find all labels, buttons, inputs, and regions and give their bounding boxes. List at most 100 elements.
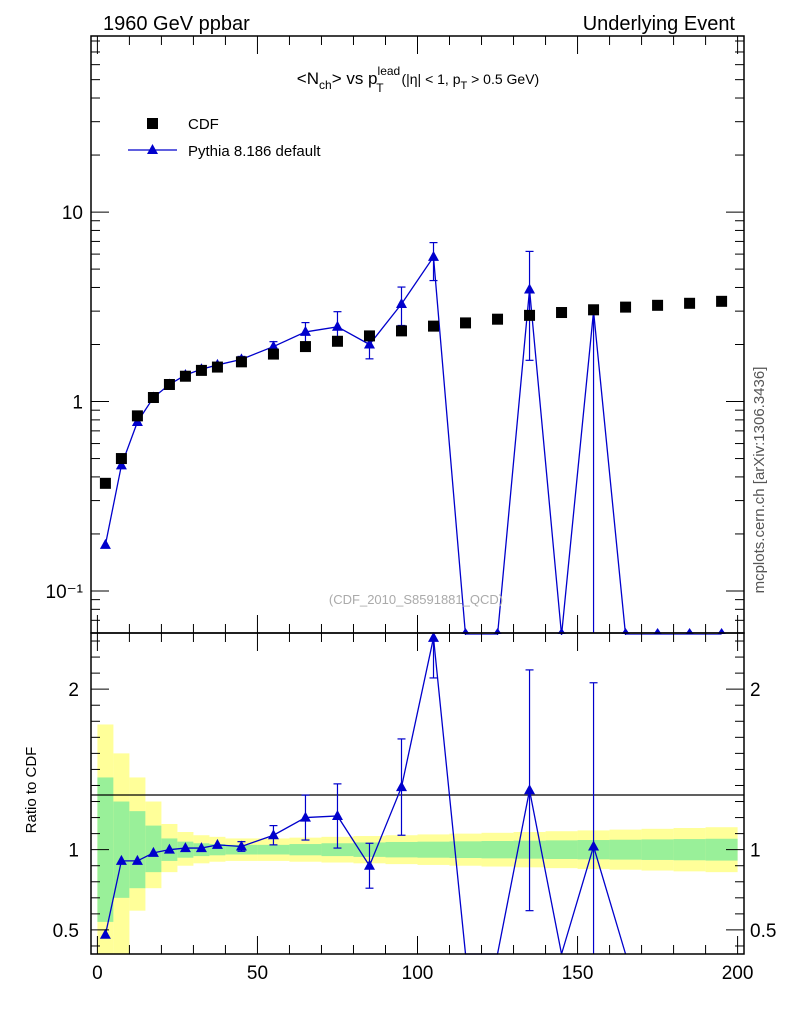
data-point [492, 313, 504, 325]
ratio-band-inner [545, 840, 578, 859]
ratio-point [428, 631, 440, 642]
data-point [556, 307, 568, 319]
ratio-point [195, 842, 207, 853]
main-y-tick-label: 1 [72, 393, 83, 414]
ratio-y-tick-label-left: 1 [68, 841, 79, 862]
data-point [331, 335, 343, 347]
mc-point [428, 250, 440, 261]
ratio-band-inner [673, 839, 706, 861]
ratio-band-inner [257, 844, 290, 855]
side-label: mcplots.cern.ch [arXiv:1306.3436] [751, 367, 768, 594]
data-point [163, 378, 175, 390]
header-left: 1960 GeV ppbar [103, 13, 250, 35]
data-point [716, 295, 728, 307]
ratio-bands [97, 724, 738, 954]
ratio-frame [90, 632, 745, 955]
ratio-point [99, 928, 111, 939]
title-T2: T [460, 80, 467, 92]
title-ch: ch [319, 78, 332, 92]
ratio-point [211, 838, 223, 849]
ratio-y-tick-label-left: 2 [68, 680, 79, 701]
data-point [428, 320, 440, 332]
main-series [99, 242, 728, 635]
title-T: T [376, 81, 384, 95]
ratio-band-inner [385, 841, 418, 858]
ratio-band-inner [289, 844, 322, 856]
ratio-ticks: 0 50 100 150 200 0.5 0.5 1 1 2 2 [53, 633, 776, 984]
mc-point [524, 283, 536, 294]
title-mid: > vs p [332, 69, 378, 88]
data-point [299, 341, 311, 353]
title-cut2: > 0.5 GeV) [467, 71, 539, 87]
ratio-panel: 0 50 100 150 200 0.5 0.5 1 1 2 2 Ratio to CDF [23, 631, 776, 984]
title-cut1: (|η| < 1, p [398, 71, 461, 87]
ratio-point [363, 859, 375, 870]
main-y-tick-label: 10⁻¹ [46, 582, 84, 603]
chart-title: <Nch> vs plead T (|η| < 1, pT > 0.5 GeV) [297, 64, 539, 95]
mc-point [363, 338, 375, 349]
mc-point [395, 298, 407, 309]
ratio-y-axis-label: Ratio to CDF [23, 747, 40, 834]
ratio-x-tick-label: 200 [722, 963, 754, 984]
data-point [652, 299, 664, 311]
ratio-point [299, 811, 311, 822]
ratio-point [267, 829, 279, 840]
ratio-point [131, 854, 143, 865]
ratio-band-inner [417, 841, 450, 858]
mc-point [267, 340, 279, 351]
main-y-tick-label: 10 [62, 203, 83, 224]
mc-point [299, 325, 311, 336]
ratio-y-tick-label-right: 0.5 [750, 921, 776, 942]
legend-data-label: CDF [188, 116, 219, 133]
ratio-x-tick-label: 0 [92, 963, 103, 984]
title-lead: lead [378, 64, 401, 78]
ratio-series-line [104, 637, 627, 955]
data-point [684, 297, 696, 309]
ratio-point [524, 784, 536, 795]
data-point [588, 304, 600, 316]
data-point [99, 477, 111, 489]
ratio-y-tick-label-right: 2 [750, 680, 761, 701]
ratio-x-tick-label: 100 [402, 963, 434, 984]
ratio-band-inner [641, 839, 674, 860]
data-point [147, 392, 159, 404]
ratio-point [588, 840, 600, 851]
ratio-point [179, 842, 191, 853]
data-point [211, 361, 223, 373]
ratio-band-inner [321, 843, 354, 857]
ratio-point [147, 846, 159, 857]
header-right: Underlying Event [583, 13, 736, 35]
ratio-band-inner [609, 839, 642, 860]
data-point [179, 370, 191, 382]
title-prefix: <N [297, 69, 319, 88]
data-point [460, 317, 472, 329]
ratio-point [331, 809, 343, 820]
data-point [131, 410, 143, 422]
data-point [195, 364, 207, 376]
ratio-x-tick-label: 150 [562, 963, 594, 984]
ratio-band-inner [481, 841, 514, 859]
data-point [395, 325, 407, 337]
ratio-x-tick-label: 50 [247, 963, 268, 984]
watermark: (CDF_2010_S8591881_QCD) [329, 592, 503, 607]
data-point [524, 309, 536, 321]
ratio-y-tick-label-right: 1 [750, 841, 761, 862]
ratio-point [235, 840, 247, 851]
ratio-band-inner [705, 838, 738, 861]
data-point [267, 348, 279, 360]
data-point [235, 356, 247, 368]
ratio-point [395, 781, 407, 792]
ratio-point [115, 854, 127, 865]
ratio-series [99, 631, 627, 955]
ratio-band-inner [209, 844, 226, 856]
mc-point [331, 320, 343, 331]
ratio-band-inner [129, 811, 146, 889]
mc-series-line [104, 255, 722, 635]
mc-point [115, 459, 127, 470]
legend-mc-label: Pythia 8.186 default [188, 143, 321, 160]
ratio-band-inner [449, 841, 482, 859]
mc-point [99, 538, 111, 549]
data-point [115, 453, 127, 465]
